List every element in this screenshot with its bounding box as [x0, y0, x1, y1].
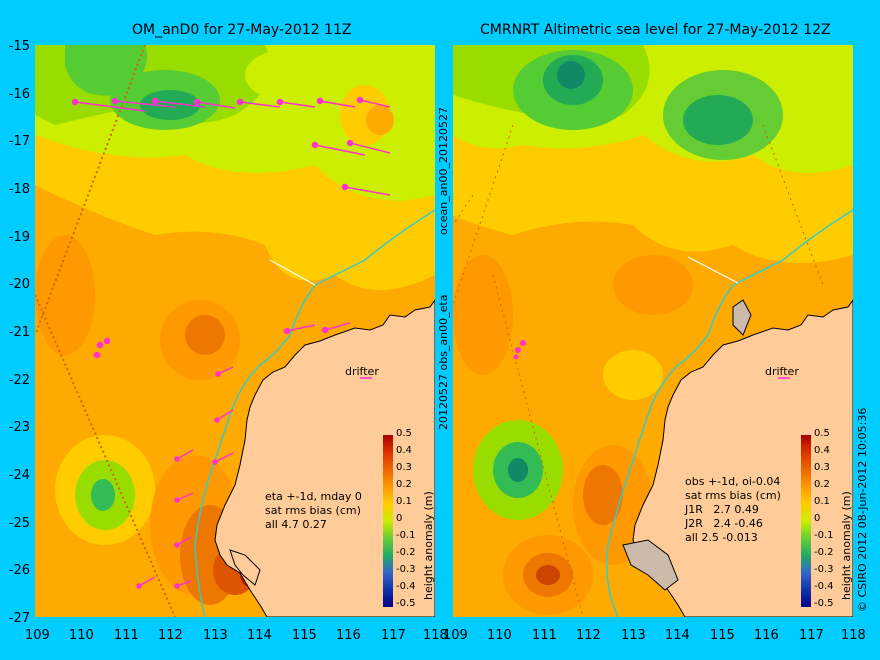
x-tick: 116 — [754, 628, 779, 643]
right-map — [453, 45, 853, 617]
note-line: obs +-1d, oi-0.04 — [685, 475, 781, 488]
note-line: all 2.5 -0.013 — [685, 531, 758, 544]
x-tick: 115 — [292, 628, 317, 643]
x-tick: 111 — [114, 628, 139, 643]
colorbar-tick: 0.1 — [814, 496, 830, 507]
left-map-title: OM_anD0 for 27-May-2012 11Z — [132, 22, 352, 38]
note-line: sat rms bias (cm) — [265, 504, 361, 517]
right-colorbar-label: height anomaly (m) — [840, 491, 853, 600]
x-tick: 114 — [665, 628, 690, 643]
colorbar-tick: 0.2 — [396, 479, 412, 490]
colorbar-tick: 0.5 — [814, 428, 830, 439]
left-colorbar-label: height anomaly (m) — [422, 491, 435, 600]
colorbar-tick: -0.1 — [814, 530, 834, 541]
y-tick: -20 — [8, 277, 30, 292]
colorbar-tick: 0 — [396, 513, 403, 524]
colorbar-tick: -0.2 — [814, 547, 834, 558]
x-tick: 114 — [247, 628, 272, 643]
note-line: sat rms bias (cm) — [685, 489, 781, 502]
y-tick: -23 — [8, 420, 30, 435]
x-tick: 115 — [710, 628, 735, 643]
y-tick: -17 — [8, 134, 30, 149]
note-line: J2R 2.4 -0.46 — [685, 517, 763, 530]
colorbar-tick: 0.4 — [814, 445, 830, 456]
y-tick: -27 — [8, 611, 30, 626]
right-map-title: CMRNRT Altimetric sea level for 27-May-2… — [480, 22, 831, 38]
y-tick: -22 — [8, 373, 30, 388]
colorbar-tick: -0.5 — [396, 598, 416, 609]
colorbar-tick: -0.1 — [396, 530, 416, 541]
note-line: eta +-1d, mday 0 — [265, 490, 362, 503]
x-tick: 109 — [25, 628, 50, 643]
colorbar-tick: 0.5 — [396, 428, 412, 439]
x-tick: 112 — [576, 628, 601, 643]
credit-label: © CSIRO 2012 08-Jun-2012 10:05:36 — [856, 407, 869, 612]
y-tick: -25 — [8, 516, 30, 531]
y-tick: -26 — [8, 563, 30, 578]
colorbar-tick: 0.1 — [396, 496, 412, 507]
note-line: all 4.7 0.27 — [265, 518, 327, 531]
x-tick: 118 — [841, 628, 866, 643]
right-drifter-label: drifter — [765, 365, 799, 378]
colorbar-tick: 0.2 — [814, 479, 830, 490]
colorbar-tick: 0.4 — [396, 445, 412, 456]
x-tick: 116 — [336, 628, 361, 643]
colorbar-tick: 0 — [814, 513, 821, 524]
x-tick: 117 — [381, 628, 406, 643]
x-tick: 110 — [69, 628, 94, 643]
colorbar-tick: 0.3 — [814, 462, 830, 473]
x-tick: 118 — [423, 628, 448, 643]
colorbar-tick: 0.3 — [396, 462, 412, 473]
middle-label-bottom: 20120527 obs_an00_eta — [437, 294, 450, 430]
x-tick: 111 — [532, 628, 557, 643]
y-tick: -15 — [8, 39, 30, 54]
y-tick: -18 — [8, 182, 30, 197]
x-tick: 113 — [621, 628, 646, 643]
x-tick: 110 — [487, 628, 512, 643]
x-tick: 113 — [203, 628, 228, 643]
left-drifter-label: drifter — [345, 365, 379, 378]
colorbar-tick: -0.2 — [396, 547, 416, 558]
colorbar-tick: -0.4 — [814, 581, 834, 592]
y-tick: -21 — [8, 325, 30, 340]
colorbar-tick: -0.3 — [396, 564, 416, 575]
y-tick: -16 — [8, 87, 30, 102]
y-tick: -19 — [8, 230, 30, 245]
right-colorbar — [801, 435, 811, 607]
x-tick: 112 — [158, 628, 183, 643]
middle-label-top: ocean_an00_20120527 — [437, 107, 450, 235]
left-map — [35, 45, 435, 617]
left-colorbar — [383, 435, 393, 607]
colorbar-tick: -0.4 — [396, 581, 416, 592]
colorbar-tick: -0.5 — [814, 598, 834, 609]
x-tick: 117 — [799, 628, 824, 643]
y-tick: -24 — [8, 468, 30, 483]
colorbar-tick: -0.3 — [814, 564, 834, 575]
x-tick: 109 — [443, 628, 468, 643]
note-line: J1R 2.7 0.49 — [685, 503, 759, 516]
